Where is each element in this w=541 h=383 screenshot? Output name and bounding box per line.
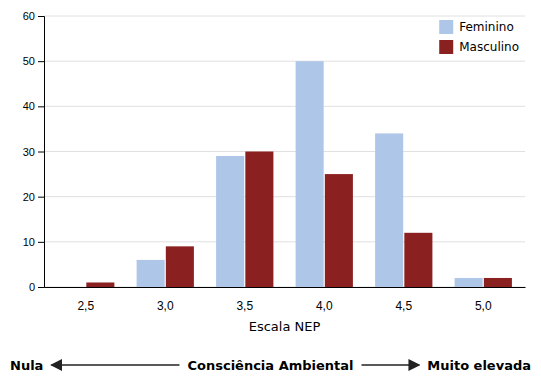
y-tick-mark [38,197,44,198]
y-tick: 40 [23,100,44,112]
bar [137,260,165,287]
y-tick-label: 10 [23,236,35,248]
x-axis-line [45,287,526,288]
bar [404,233,432,287]
grid-line [44,106,525,107]
legend-item: Masculino [439,40,519,54]
y-tick-label: 30 [23,146,35,158]
y-tick: 10 [23,236,44,248]
y-tick: 30 [23,146,44,158]
arrow [362,364,420,366]
x-axis: 2,5 3,0 3,5 4,0 4,5 5,0 [45,288,526,314]
y-tick: 50 [23,55,44,67]
bar [455,278,483,287]
legend-label: Feminino [459,20,514,34]
bar [484,278,512,287]
annotation-text: Consciência Ambiental [187,358,353,373]
bar [166,246,194,287]
y-tick-label: 20 [23,191,35,203]
y-tick-mark [38,106,44,107]
grid-line [44,287,525,288]
grid-line [44,241,525,242]
x-axis-title: Escala NEP [249,319,321,334]
bar [216,156,244,287]
bar-series [86,152,512,288]
x-tick: 2,5 [77,299,94,313]
annotation-text: Nula [10,358,43,373]
legend-swatch [439,40,453,54]
plot-area: 0 10 20 30 40 50 60 2,5 3,0 3,5 4,0 4,5 5,0 Escala NE… [23,10,526,334]
grid [44,16,525,287]
x-tick: 3,0 [157,299,174,313]
x-tick: 4,5 [395,299,412,313]
legend: Feminino Masculino [439,20,519,54]
y-tick-mark [38,152,44,153]
grid-line [44,151,525,152]
y-tick-mark [38,287,44,288]
bar [57,287,85,288]
y-tick-label: 0 [29,281,35,293]
x-tick-label: 4,0 [316,299,333,313]
y-tick: 60 [23,10,44,22]
bar [325,174,353,287]
bar-series [137,61,483,287]
y-tick: 20 [23,191,44,203]
chart: 0 10 20 30 40 50 60 2,5 3,0 3,5 4,0 4,5 5,0 Escala NE… [0,0,541,383]
y-tick-mark [38,61,44,62]
legend-label: Masculino [459,40,519,54]
legend-swatch [439,20,453,34]
x-tick-label: 5,0 [475,299,492,313]
y-tick: 0 [29,281,44,293]
arrow [51,364,179,366]
grid-line [44,61,525,62]
grid-line [44,196,525,197]
y-tick-label: 40 [23,100,35,112]
y-tick-mark [38,242,44,243]
x-tick-label: 4,5 [395,299,412,313]
bar [375,133,403,287]
annotation: Nula Consciência Ambiental Muito elevada [10,358,531,373]
x-tick-label: 3,5 [236,299,253,313]
y-tick-label: 60 [23,10,35,22]
bar [86,282,114,287]
x-tick-label: 2,5 [77,299,94,313]
grid-line [44,16,525,17]
legend-item: Feminino [439,20,514,34]
bars [86,61,512,287]
y-axis: 0 10 20 30 40 50 60 [23,10,45,293]
annotation-text: Muito elevada [427,358,531,373]
y-tick-mark [38,16,44,17]
y-tick-label: 50 [23,55,35,67]
x-tick: 5,0 [475,299,492,313]
bar [245,152,273,288]
x-tick-label: 3,0 [157,299,174,313]
y-axis-line [38,17,45,288]
x-tick: 4,0 [316,299,333,313]
bar [296,61,324,287]
x-tick: 3,5 [236,299,253,313]
